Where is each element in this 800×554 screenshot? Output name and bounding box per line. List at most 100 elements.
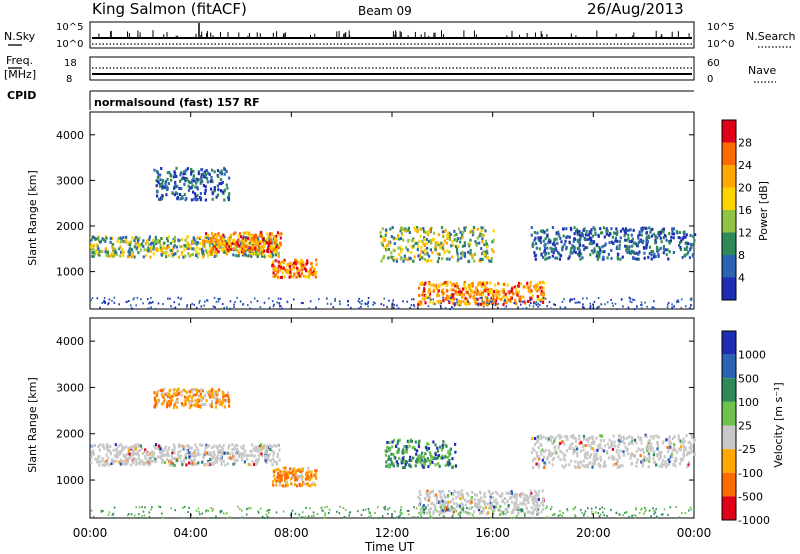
power-echo-cell	[202, 242, 205, 246]
velocity-colorbar-frame	[721, 330, 737, 521]
power-echo-cell	[251, 239, 254, 242]
power-echo-cell	[97, 235, 100, 239]
velocity-echo-cell	[161, 393, 164, 397]
velocity-echo-cell	[606, 442, 609, 446]
power-echo-cell	[390, 255, 393, 259]
power-echo-cell	[516, 293, 519, 297]
velocity-echo-cell	[586, 465, 590, 469]
velocity-echo-cell	[541, 500, 545, 504]
power-echo-cell	[97, 247, 100, 251]
velocity-echo-cell	[651, 447, 654, 450]
velocity-echo-cell	[652, 457, 655, 461]
power-echo-cell	[259, 239, 263, 243]
power-echo-cell	[462, 293, 465, 297]
velocity-echo-cell	[661, 441, 664, 445]
power-echo-cell	[248, 231, 251, 235]
velocity-echo-cell	[673, 459, 676, 463]
power-echo-cell	[682, 236, 685, 239]
velocity-colorbar-tick-label: -1000	[738, 514, 770, 527]
power-echo-cell	[501, 296, 504, 300]
power-echo-cell	[167, 235, 170, 239]
velocity-echo-cell	[173, 463, 176, 467]
velocity-echo-cell	[175, 405, 178, 409]
velocity-clutter-cell	[204, 510, 207, 513]
power-echo-cell	[166, 239, 169, 243]
velocity-echo-cell	[221, 448, 224, 452]
velocity-echo-cell	[440, 496, 443, 500]
power-echo-cell	[166, 185, 169, 189]
power-echo-cell	[423, 289, 426, 293]
velocity-echo-cell	[179, 449, 182, 453]
power-echo-cell	[165, 193, 168, 197]
power-clutter-cell	[413, 303, 415, 306]
velocity-echo-cell	[205, 451, 208, 455]
velocity-clutter-cell	[328, 508, 331, 511]
power-echo-cell	[409, 257, 412, 261]
velocity-echo-cell	[602, 449, 605, 453]
velocity-echo-cell	[422, 465, 425, 469]
velocity-echo-cell	[247, 462, 250, 466]
power-echo-cell	[469, 230, 472, 234]
velocity-echo-cell	[439, 490, 442, 494]
velocity-echo-cell	[513, 503, 516, 507]
power-echo-cell	[172, 245, 175, 249]
power-clutter-cell	[177, 296, 179, 299]
power-echo-cell	[486, 251, 489, 255]
velocity-echo-cell	[100, 460, 103, 464]
velocity-clutter-cell	[678, 516, 681, 519]
velocity-echo-cell	[147, 460, 150, 464]
power-echo-cell	[153, 168, 156, 172]
velocity-clutter-cell	[144, 506, 146, 509]
velocity-colorbar-swatch	[722, 354, 736, 379]
velocity-echo-cell	[424, 452, 427, 456]
power-echo-cell	[667, 257, 670, 261]
velocity-echo-cell	[595, 452, 598, 456]
power-echo-cell	[219, 246, 222, 249]
power-echo-cell	[185, 244, 188, 248]
velocity-echo-cell	[191, 461, 194, 465]
power-echo-cell	[418, 253, 422, 257]
velocity-clutter-cell	[237, 505, 239, 508]
power-echo-cell	[491, 240, 494, 244]
power-echo-cell	[269, 232, 272, 236]
power-echo-cell	[235, 254, 238, 258]
power-echo-cell	[172, 240, 175, 243]
velocity-echo-cell	[667, 437, 671, 441]
velocity-clutter-cell	[266, 509, 269, 512]
power-echo-cell	[466, 298, 469, 302]
power-clutter-cell	[286, 301, 289, 304]
velocity-echo-cell	[486, 502, 489, 506]
power-echo-cell	[460, 252, 463, 255]
power-echo-cell	[455, 282, 458, 286]
velocity-echo-cell	[503, 501, 506, 505]
power-echo-cell	[276, 231, 280, 235]
velocity-echo-cell	[405, 445, 408, 448]
power-echo-cell	[420, 249, 423, 253]
power-clutter-cell	[593, 300, 596, 303]
velocity-echo-cell	[97, 455, 100, 459]
power-echo-cell	[546, 228, 549, 232]
velocity-echo-cell	[177, 453, 180, 457]
velocity-clutter-cell	[644, 510, 646, 513]
velocity-echo-cell	[238, 455, 241, 459]
power-echo-cell	[244, 236, 248, 239]
power-echo-cell	[684, 248, 687, 251]
station-title: King Salmon (fitACF)	[92, 0, 247, 18]
power-echo-cell	[313, 267, 316, 271]
power-echo-cell	[142, 239, 145, 243]
power-clutter-cell	[147, 298, 149, 301]
power-echo-cell	[489, 288, 492, 291]
power-echo-cell	[652, 255, 656, 259]
velocity-echo-cell	[171, 398, 174, 402]
power-echo-cell	[432, 238, 436, 241]
power-echo-cell	[485, 302, 488, 306]
power-echo-cell	[643, 246, 646, 250]
velocity-clutter-cell	[92, 515, 95, 518]
power-echo-cell	[514, 301, 517, 305]
power-echo-cell	[300, 268, 303, 272]
velocity-echo-cell	[680, 445, 683, 449]
power-clutter-cell	[486, 296, 489, 299]
power-echo-cell	[235, 245, 238, 249]
velocity-echo-cell	[534, 457, 537, 461]
power-echo-cell	[448, 250, 451, 254]
